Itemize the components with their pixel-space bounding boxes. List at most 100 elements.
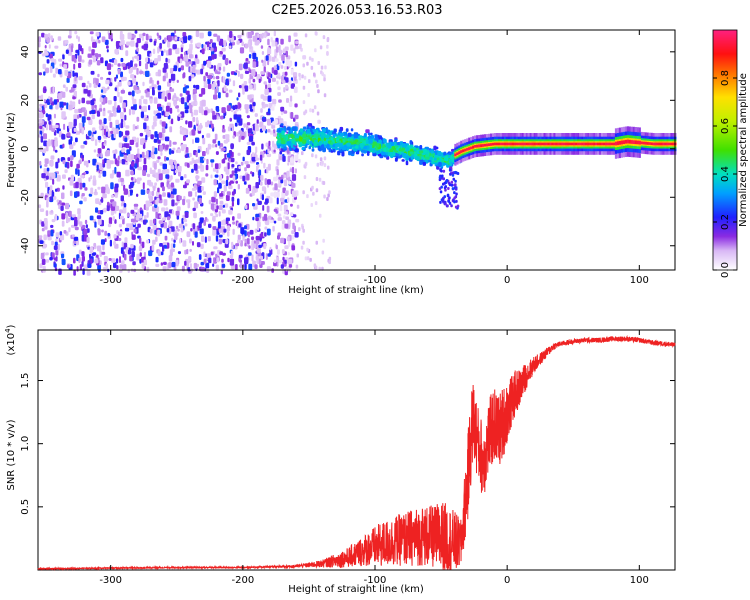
spectrogram-cell: [256, 74, 261, 80]
spectrogram-cell: [476, 144, 479, 148]
spectrogram-cell: [183, 135, 186, 141]
spectrogram-cell: [81, 154, 84, 159]
spectrogram-cell: [68, 227, 71, 233]
spectrogram-cell: [350, 128, 354, 132]
spectrogram-cell: [175, 259, 179, 267]
spectrogram-cell: [318, 140, 323, 145]
spectrogram-cell: [180, 227, 184, 233]
spectrogram-cell: [248, 84, 253, 90]
spectrogram-cell: [143, 219, 147, 225]
spectrogram-cell: [445, 179, 449, 182]
spectrogram-cell: [167, 92, 171, 100]
spectrogram-cell: [273, 191, 277, 199]
spectrogram-cell: [252, 52, 257, 60]
spectrogram-cell: [158, 173, 163, 181]
spectrogram-cell: [208, 199, 212, 205]
spectrogram-cell: [182, 240, 187, 247]
spectrogram-cell: [608, 142, 612, 146]
spectrogram-cell: [96, 38, 99, 44]
spectrogram-cell: [193, 84, 196, 89]
spectrogram-cell: [173, 103, 177, 107]
spectrogram-cell: [290, 212, 294, 217]
spectrogram-cell: [309, 108, 312, 113]
spectrogram-cell: [135, 214, 140, 221]
spectrogram-cell: [98, 201, 102, 206]
spectrogram-cell: [298, 227, 301, 232]
spectrogram-cell: [114, 77, 117, 82]
spectrogram-cell: [69, 190, 73, 197]
spectrogram-cell: [45, 181, 49, 188]
spectrogram-cell: [277, 92, 281, 96]
spectrogram-cell: [186, 248, 189, 255]
spectrogram-cell: [175, 47, 180, 55]
spectrogram-cell: [263, 243, 267, 250]
spectrogram-cell: [337, 132, 341, 136]
spectrogram-cell: [533, 142, 536, 146]
spectrogram-cell: [75, 191, 78, 196]
spectrogram-cell: [157, 156, 161, 160]
spectrogram-cell: [96, 164, 99, 171]
spectrogram-cell: [328, 190, 331, 195]
spectrogram-cell: [107, 100, 112, 105]
spectrogram-cell: [72, 141, 76, 146]
spectrogram-cell: [245, 106, 249, 114]
spectrogram-cell: [208, 56, 213, 61]
spectrogram-cell: [103, 207, 107, 213]
spectrogram-cell: [589, 142, 592, 146]
spectrogram-cell: [341, 151, 345, 157]
spectrogram-cell: [213, 81, 216, 88]
spectrogram-cell: [269, 197, 273, 204]
spectrogram-cell: [55, 188, 58, 192]
spectrogram-cell: [88, 130, 92, 136]
snr-x-tick-label: -100: [364, 575, 387, 586]
spectrogram-cell: [157, 69, 161, 77]
spectrogram-cell: [53, 263, 57, 268]
spectrogram-cell: [124, 253, 127, 261]
spectrogram-cell: [567, 142, 570, 146]
spectrogram-cell: [157, 85, 162, 91]
spectrogram-cell: [199, 32, 204, 39]
spectrogram-cell: [394, 157, 398, 162]
spectrogram-cell: [118, 130, 122, 138]
spectrogram-cell: [68, 104, 73, 111]
spectrogram-cell: [437, 151, 442, 156]
spectrogram-cell: [242, 88, 245, 95]
spectrogram-cell: [52, 86, 55, 94]
spectrogram-cell: [82, 182, 86, 188]
spectrogram-cell: [283, 179, 288, 187]
spectrogram-cell: [182, 198, 186, 206]
spectrogram-cell: [91, 49, 95, 56]
spectrogram-cell: [308, 79, 311, 84]
spectrogram-cell: [173, 243, 176, 248]
spectrogram-cell: [252, 61, 257, 68]
spectrogram-cell: [276, 159, 280, 166]
spectrogram-cell: [362, 145, 367, 150]
spectrogram-cell: [143, 158, 147, 165]
spectrogram-cell: [290, 112, 294, 119]
spectrogram-cell: [203, 258, 207, 264]
spectrogram-cell: [49, 105, 53, 110]
spectrogram-cell: [139, 105, 142, 110]
spectrogram-cell: [227, 231, 230, 237]
spectrogram-cell: [61, 134, 66, 140]
spectrogram-cell: [313, 72, 316, 77]
spectrogram-cell: [250, 171, 253, 175]
spectrogram-cell: [127, 81, 131, 86]
spectrogram-cell: [289, 133, 294, 137]
spectrogram-x-tick-label: 0: [504, 275, 510, 286]
spectrogram-cell: [88, 160, 91, 164]
spectrogram-cell: [168, 159, 173, 166]
spectrogram-cell: [77, 114, 80, 119]
spectrogram-cell: [387, 144, 391, 149]
spectrogram-cell: [317, 61, 320, 65]
spectrogram-cell: [144, 99, 148, 105]
spectrogram-cell: [302, 55, 307, 60]
spectrogram-cell: [241, 135, 245, 140]
spectrogram-cell: [73, 90, 77, 98]
spectrogram-cell: [262, 60, 267, 67]
spectrogram-cell: [195, 137, 200, 143]
spectrogram-cell: [288, 62, 293, 67]
spectrogram-cell: [192, 197, 195, 201]
spectrogram-cell: [672, 142, 675, 146]
spectrogram-cell: [401, 147, 405, 151]
